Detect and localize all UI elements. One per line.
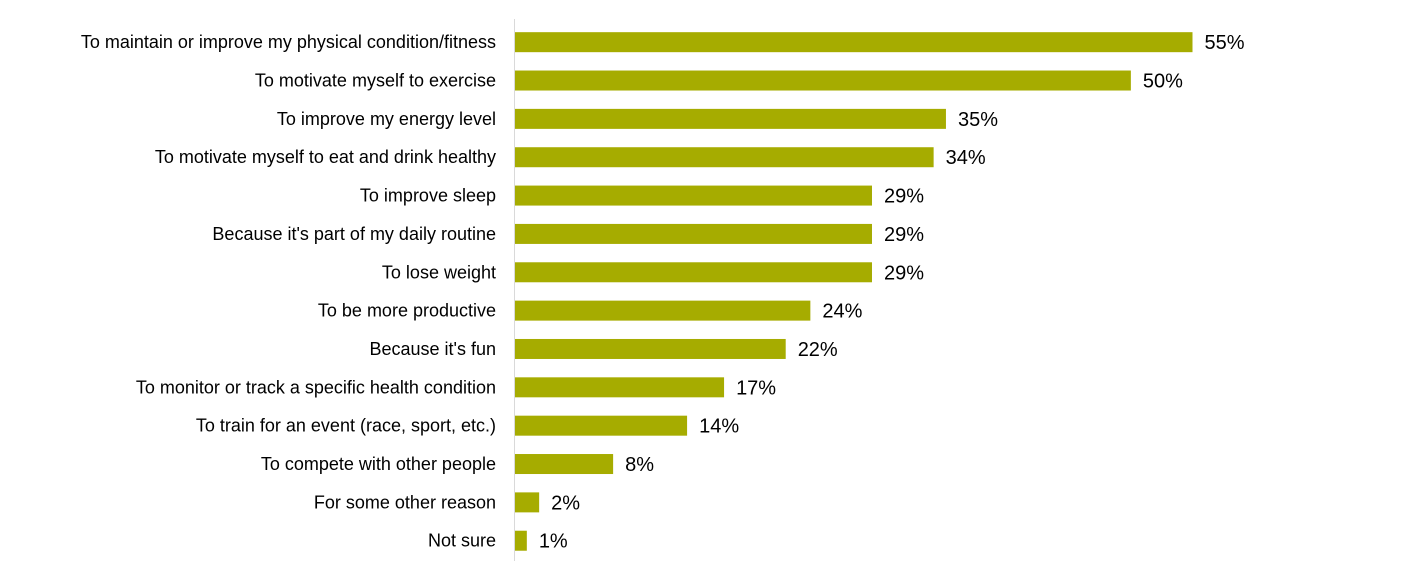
bar (514, 108, 946, 129)
category-label: To maintain or improve my physical condi… (81, 32, 496, 52)
category-label: To train for an event (race, sport, etc.… (196, 416, 496, 436)
data-label: 17% (736, 377, 776, 399)
category-label: Because it's fun (369, 339, 496, 359)
category-label: To lose weight (382, 262, 496, 282)
data-label: 8% (625, 454, 654, 476)
bar (514, 300, 811, 321)
data-label: 35% (958, 109, 998, 131)
value-labels-layer: 55% 50% 35% 34% 29% 29% 29% 24% 22% 17% 14% 8% 2% 1% (539, 32, 1245, 553)
bar (514, 185, 872, 206)
category-label: To improve sleep (360, 186, 496, 206)
category-label: To motivate myself to exercise (255, 71, 496, 91)
data-label: 34% (946, 147, 986, 169)
data-label: 1% (539, 531, 568, 553)
category-label: Because it's part of my daily routine (212, 224, 496, 244)
category-label: To be more productive (318, 301, 496, 321)
bar (514, 32, 1193, 53)
category-label: To motivate myself to eat and drink heal… (155, 147, 496, 167)
bar (514, 338, 786, 359)
bar (514, 415, 688, 436)
data-label: 50% (1143, 71, 1183, 93)
category-label: To compete with other people (261, 454, 496, 474)
data-label: 24% (822, 301, 862, 323)
category-label: To improve my energy level (277, 109, 496, 129)
category-label: To monitor or track a specific health co… (136, 377, 496, 397)
data-label: 29% (884, 224, 924, 246)
data-label: 22% (798, 339, 838, 361)
bar (514, 70, 1131, 91)
category-labels-layer: To maintain or improve my physical condi… (81, 32, 496, 551)
data-label: 14% (699, 416, 739, 438)
bar (514, 262, 872, 283)
data-label: 2% (551, 492, 580, 514)
bar (514, 454, 614, 475)
bar (514, 377, 725, 398)
data-label: 29% (884, 186, 924, 208)
bar (514, 147, 934, 168)
data-label: 29% (884, 262, 924, 284)
data-label: 55% (1205, 32, 1245, 54)
bar (514, 223, 872, 244)
bar (514, 492, 540, 513)
bar (514, 530, 527, 551)
category-label: Not sure (428, 531, 496, 551)
category-label: For some other reason (314, 492, 496, 512)
bars-layer (514, 32, 1193, 551)
